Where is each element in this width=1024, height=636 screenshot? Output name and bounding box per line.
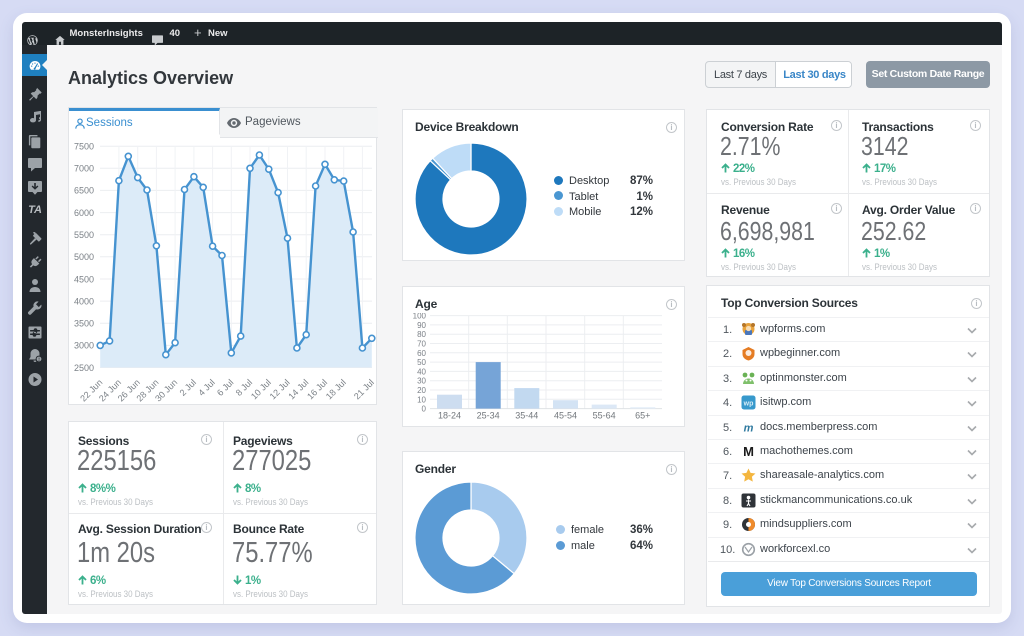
svg-text:7000: 7000	[74, 164, 94, 174]
svg-text:10: 10	[417, 395, 426, 404]
svg-text:5500: 5500	[74, 230, 94, 240]
svg-text:3000: 3000	[74, 341, 94, 351]
svg-text:60: 60	[417, 349, 426, 358]
svg-text:70: 70	[417, 340, 426, 349]
svg-text:55-64: 55-64	[593, 411, 616, 421]
svg-text:45-54: 45-54	[554, 411, 577, 421]
svg-text:M: M	[743, 444, 754, 459]
svg-text:7500: 7500	[74, 142, 94, 152]
svg-text:2 Jul: 2 Jul	[178, 377, 199, 398]
svg-text:5000: 5000	[74, 252, 94, 262]
svg-text:4000: 4000	[74, 296, 94, 306]
svg-text:21 Jul: 21 Jul	[352, 377, 376, 401]
svg-text:wp: wp	[743, 401, 754, 408]
svg-text:90: 90	[417, 321, 426, 330]
svg-text:3500: 3500	[74, 319, 94, 329]
svg-text:m: m	[744, 422, 754, 434]
svg-text:40: 40	[417, 367, 426, 376]
svg-text:80: 80	[417, 330, 426, 339]
svg-text:4 Jul: 4 Jul	[196, 377, 217, 398]
svg-text:6500: 6500	[74, 186, 94, 196]
svg-text:100: 100	[413, 313, 427, 321]
svg-text:25-34: 25-34	[477, 411, 500, 421]
svg-text:18 Jul: 18 Jul	[324, 377, 348, 401]
svg-text:12 Jul: 12 Jul	[268, 377, 292, 401]
svg-text:16 Jul: 16 Jul	[305, 377, 329, 401]
svg-text:50: 50	[417, 358, 426, 367]
svg-text:0: 0	[422, 405, 427, 414]
svg-text:65+: 65+	[635, 411, 650, 421]
svg-text:2500: 2500	[74, 363, 94, 373]
svg-text:10 Jul: 10 Jul	[249, 377, 273, 401]
svg-text:30: 30	[417, 377, 426, 386]
svg-text:14 Jul: 14 Jul	[286, 377, 310, 401]
svg-text:6000: 6000	[74, 208, 94, 218]
svg-text:6 Jul: 6 Jul	[215, 377, 236, 398]
svg-text:20: 20	[417, 386, 426, 395]
svg-text:35-44: 35-44	[515, 411, 538, 421]
svg-text:18-24: 18-24	[438, 411, 461, 421]
svg-text:4500: 4500	[74, 274, 94, 284]
